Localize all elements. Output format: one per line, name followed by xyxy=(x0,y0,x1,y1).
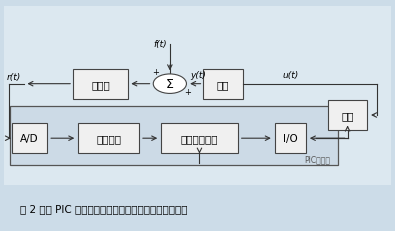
Text: y(t): y(t) xyxy=(190,70,206,79)
FancyBboxPatch shape xyxy=(275,124,306,154)
Text: +: + xyxy=(184,87,191,96)
FancyBboxPatch shape xyxy=(328,100,367,131)
Text: 自适应控制器: 自适应控制器 xyxy=(181,134,218,144)
FancyBboxPatch shape xyxy=(161,124,238,154)
Text: 传感器: 传感器 xyxy=(91,79,110,89)
FancyBboxPatch shape xyxy=(12,124,47,154)
Text: 图 2 基于 PIC 单片机步进电机自适应控制系统组成框图: 图 2 基于 PIC 单片机步进电机自适应控制系统组成框图 xyxy=(20,203,187,213)
Circle shape xyxy=(153,75,186,94)
Text: f(t): f(t) xyxy=(153,40,167,49)
Text: PIC单片机: PIC单片机 xyxy=(304,155,330,164)
FancyBboxPatch shape xyxy=(78,124,139,154)
Text: 参考模型: 参考模型 xyxy=(96,134,121,144)
Text: u(t): u(t) xyxy=(282,71,299,80)
FancyBboxPatch shape xyxy=(203,69,243,99)
Text: A/D: A/D xyxy=(20,134,39,144)
FancyBboxPatch shape xyxy=(10,106,338,165)
Text: 对象: 对象 xyxy=(217,79,229,89)
Text: I/O: I/O xyxy=(283,134,298,144)
Text: +: + xyxy=(152,68,159,77)
Text: r(t): r(t) xyxy=(7,73,21,82)
Text: 驱动: 驱动 xyxy=(341,110,354,121)
FancyBboxPatch shape xyxy=(4,7,391,185)
FancyBboxPatch shape xyxy=(73,69,128,99)
Text: $\Sigma$: $\Sigma$ xyxy=(165,78,175,91)
